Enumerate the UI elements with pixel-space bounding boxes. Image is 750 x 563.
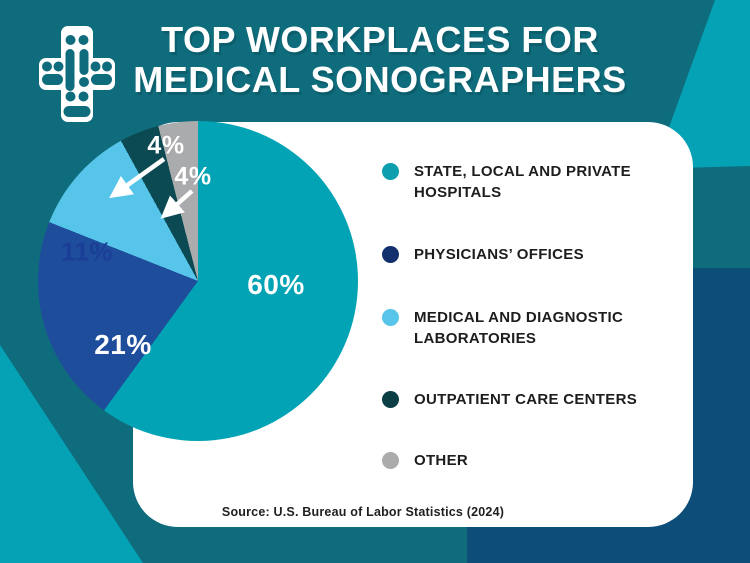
legend-item-hospitals: STATE, LOCAL AND PRIVATE HOSPITALS bbox=[382, 161, 672, 203]
legend-dot-other bbox=[382, 452, 399, 469]
legend-item-outpatient: OUTPATIENT CARE CENTERS bbox=[382, 389, 672, 410]
legend-label-laboratories: MEDICAL AND DIAGNOSTIC LABORATORIES bbox=[414, 309, 624, 347]
slice-label-physicians-offices: 21% bbox=[94, 329, 152, 360]
legend-label-physicians-offices: PHYSICIANS’ OFFICES bbox=[414, 246, 584, 263]
page-title: TOP WORKPLACES FOR MEDICAL SONOGRAPHERS bbox=[110, 20, 650, 100]
slice-label-laboratories: 11% bbox=[60, 236, 114, 267]
legend-label-other: OTHER bbox=[414, 452, 468, 469]
legend-item-physicians-offices: PHYSICIANS’ OFFICES bbox=[382, 244, 672, 265]
legend-label-hospitals: STATE, LOCAL AND PRIVATE HOSPITALS bbox=[414, 163, 631, 201]
slice-label-outpatient: 4% bbox=[147, 131, 185, 160]
slice-label-hospitals: 60% bbox=[247, 269, 305, 300]
legend-item-other: OTHER bbox=[382, 450, 672, 471]
legend-dot-outpatient bbox=[382, 391, 399, 408]
title-line-2: MEDICAL SONOGRAPHERS bbox=[133, 59, 627, 100]
legend-dot-physicians-offices bbox=[382, 246, 399, 263]
pie-chart bbox=[38, 121, 358, 441]
legend-label-outpatient: OUTPATIENT CARE CENTERS bbox=[414, 391, 638, 408]
medical-cross-people-logo bbox=[39, 26, 115, 122]
legend-dot-hospitals bbox=[382, 163, 399, 180]
source-text: Source: U.S. Bureau of Labor Statistics … bbox=[221, 505, 505, 519]
legend-dot-laboratories bbox=[382, 309, 399, 326]
title-line-1: TOP WORKPLACES FOR bbox=[161, 19, 599, 60]
legend-item-laboratories: MEDICAL AND DIAGNOSTIC LABORATORIES bbox=[382, 307, 672, 349]
slice-label-other: 4% bbox=[174, 162, 212, 191]
